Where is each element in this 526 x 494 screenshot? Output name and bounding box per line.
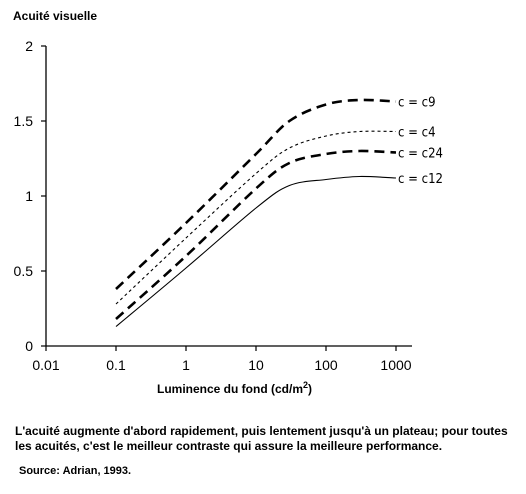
x-axis-label-main: Luminence du fond (cd/m: [157, 382, 303, 396]
y-tick-label: 1.5: [14, 113, 34, 129]
series-label-2: c = c4: [398, 126, 436, 141]
figure-caption: L'acuité augmente d'abord rapidement, pu…: [15, 424, 508, 453]
axes: 0.01 0.1 1 10 100 1000 0 0.5 1 1.5 2: [14, 38, 412, 373]
series-label-1: c = c9: [398, 96, 436, 111]
x-axis-label: Luminence du fond (cd/m2): [157, 380, 312, 396]
figure-source: Source: Adrian, 1993.: [19, 465, 132, 477]
y-tick-label: 0.5: [14, 263, 34, 279]
series-lines: c = c9 c = c4 c = c24 c = c12: [115, 96, 443, 327]
x-axis-label-tail: ): [308, 382, 312, 396]
series-line-1: [115, 98, 397, 290]
series-label-3: c = c24: [398, 147, 443, 162]
series-line-3: [115, 149, 397, 320]
y-tick-label: 0: [25, 338, 33, 354]
chart: Acuité visuelle 0.01 0.1 1 10 100 1000 0 0.5 1 1.…: [13, 9, 443, 396]
x-tick-label: 0.01: [32, 357, 59, 373]
series-line-2: [115, 130, 397, 305]
y-tick-label: 2: [25, 38, 33, 54]
y-axis-label: Acuité visuelle: [13, 9, 97, 23]
x-tick-label: 1: [182, 357, 190, 373]
x-axis-label-sup: 2: [303, 380, 308, 390]
series-label-4: c = c12: [398, 172, 443, 187]
series-line-4: [115, 175, 397, 327]
x-tick-label: 1000: [380, 357, 411, 373]
x-tick-label: 0.1: [106, 357, 126, 373]
x-tick-label: 100: [314, 357, 338, 373]
x-tick-label: 10: [248, 357, 264, 373]
y-tick-label: 1: [25, 188, 33, 204]
